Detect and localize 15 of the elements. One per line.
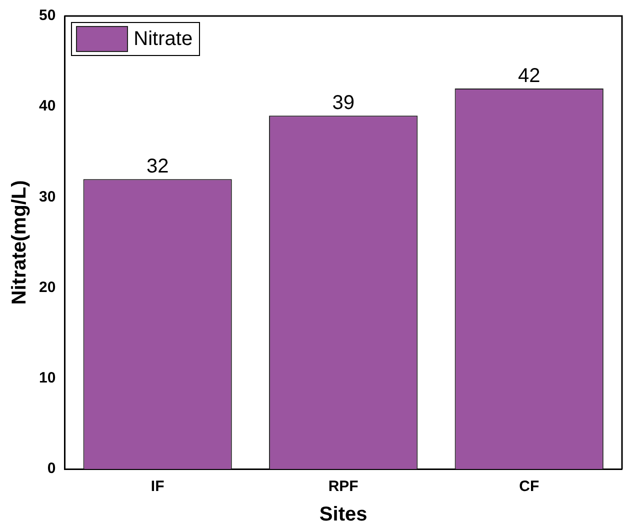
data-label: 42 — [518, 64, 540, 87]
legend: Nitrate — [70, 22, 200, 56]
y-tick-label: 50 — [38, 7, 56, 24]
x-tick-label: IF — [150, 478, 164, 496]
y-tick-label: 10 — [38, 370, 56, 387]
y-tick-label: 30 — [38, 188, 56, 206]
data-label: 39 — [332, 92, 354, 114]
y-tick-label: 40 — [38, 98, 56, 115]
y-tick-label: 0 — [47, 460, 56, 478]
y-tick-label: 20 — [38, 278, 56, 296]
x-axis-title: Sites — [319, 504, 368, 526]
y-axis-title: Nitrate(mg/L) — [8, 180, 31, 305]
data-label: 32 — [146, 156, 169, 178]
x-tick-label: RPF — [328, 478, 358, 496]
x-tick-label: CF — [519, 478, 540, 496]
